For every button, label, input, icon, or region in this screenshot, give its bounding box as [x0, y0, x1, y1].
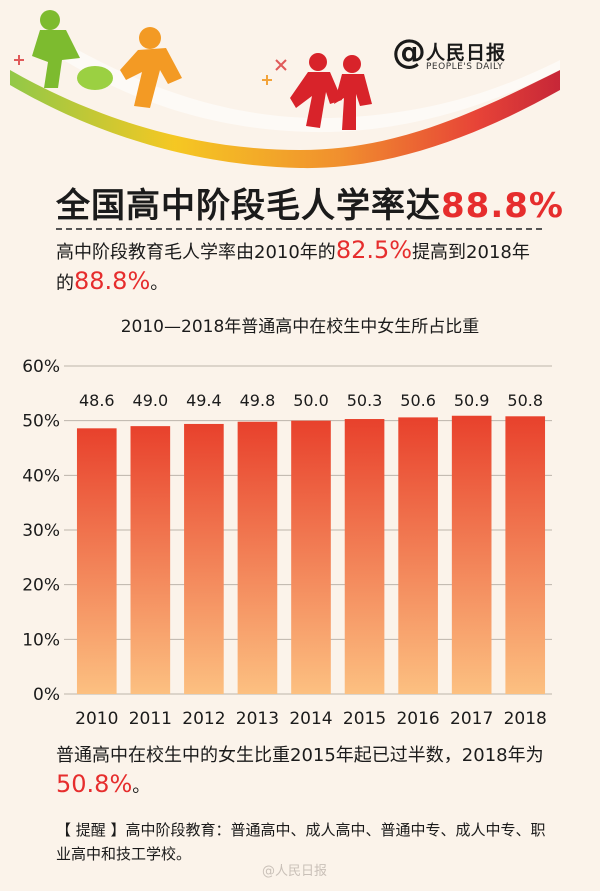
peoples-daily-logo: @ 人民日报 PEOPLE'S DAILY [392, 32, 542, 74]
y-tick-label: 10% [22, 630, 60, 650]
data-label: 49.0 [133, 391, 169, 410]
data-label: 50.8 [507, 391, 543, 410]
sports-banner [10, 10, 560, 169]
bar-2012 [184, 423, 224, 694]
x-tick-label: 2017 [450, 709, 493, 729]
x-tick-label: 2018 [504, 709, 547, 729]
summary-paragraph: 普通高中在校生中的女生比重2015年起已过半数，2018年为 50.8%。 [56, 742, 546, 801]
data-label: 49.4 [186, 391, 222, 410]
y-tick-label: 20% [22, 576, 60, 596]
orange-player-silhouette [120, 27, 182, 108]
red-runners-silhouette [290, 53, 372, 130]
intro-value-2018: 88.8% [74, 267, 151, 295]
green-ball [77, 66, 113, 90]
reminder-note: 【 提醒 】高中阶段教育：普通高中、成人高中、普通中专、成人中专、职业高中和技工… [56, 821, 546, 863]
green-player-silhouette [32, 10, 80, 88]
intro-paragraph: 高中阶段教育毛人学率由2010年的82.5%提高到2018年的88.8%。 [56, 236, 546, 298]
y-tick-label: 40% [22, 466, 60, 486]
bar-2017 [451, 415, 492, 694]
y-tick-label: 50% [22, 412, 60, 432]
bar-2014 [291, 420, 331, 694]
x-tick-label: 2013 [236, 709, 279, 729]
x-tick-label: 2014 [289, 709, 332, 729]
title-divider [56, 228, 542, 230]
data-label: 49.8 [240, 391, 276, 410]
bar-2013 [237, 421, 278, 694]
intro-value-2010: 82.5% [335, 236, 413, 264]
bar-2015 [344, 419, 385, 694]
x-tick-label: 2010 [75, 709, 118, 729]
intro-text-1: 高中阶段教育毛人学率由2010年的 [56, 242, 336, 263]
x-tick-label: 2015 [343, 709, 386, 729]
chart-title: 2010—2018年普通高中在校生中女生所占比重 [120, 317, 480, 337]
x-tick-label: 2011 [129, 709, 172, 729]
bar-2016 [398, 417, 438, 694]
x-tick-label: 2012 [182, 709, 225, 729]
weibo-watermark: @人民日报 [262, 864, 328, 879]
logo-at-icon: @ [392, 32, 426, 72]
bar-chart: 0% 10% 20% 30% 40% 50% 60% 48.6 2010 49.0 2011 49.4… [22, 357, 552, 729]
intro-text-3: 。 [150, 273, 169, 294]
data-label: 50.0 [293, 391, 329, 410]
intro-text-2: 提高到2018年的 [56, 242, 530, 294]
bar-2010 [76, 428, 117, 694]
bar-2011 [130, 426, 171, 694]
data-label: 50.3 [347, 391, 383, 410]
data-label: 50.6 [400, 391, 436, 410]
y-tick-label: 0% [33, 685, 60, 705]
y-tick-label: 60% [22, 357, 60, 377]
logo-subtitle: PEOPLE'S DAILY [426, 62, 504, 72]
y-tick-label: 30% [22, 521, 60, 541]
page-title: 全国高中阶段毛人学率达88.8% [56, 178, 564, 227]
data-label: 50.9 [454, 391, 490, 410]
summary-value: 50.8% [56, 770, 133, 798]
bar-2018 [505, 416, 546, 694]
summary-text-2: 。 [132, 776, 151, 797]
x-tick-label: 2016 [396, 709, 439, 729]
title-prefix: 全国高中阶段毛人学率达 [56, 186, 441, 226]
data-label: 48.6 [79, 391, 115, 410]
logo-name: 人民日报 [426, 42, 507, 64]
title-highlight: 88.8% [441, 186, 564, 226]
summary-text-1: 普通高中在校生中的女生比重2015年起已过半数，2018年为 [56, 745, 544, 766]
